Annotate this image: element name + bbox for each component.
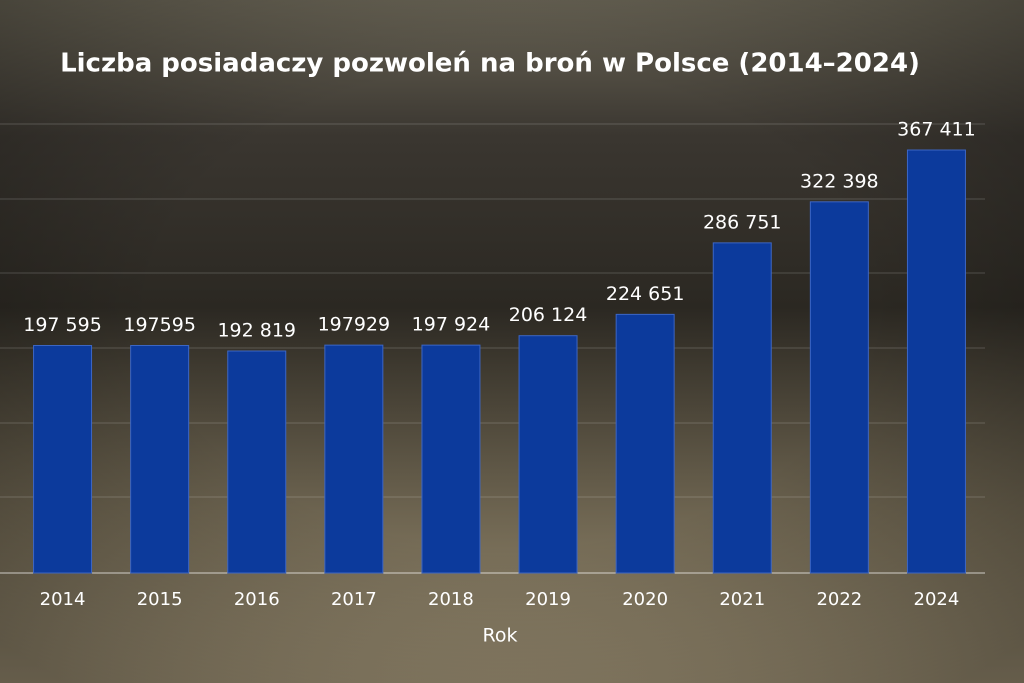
bar (615, 313, 675, 574)
value-label: 197 924 (412, 314, 491, 336)
x-tick-label: 2021 (719, 589, 765, 610)
x-tick-label: 2014 (40, 589, 86, 610)
bar (906, 149, 966, 574)
x-tick-label: 2016 (234, 589, 280, 610)
x-tick-label: 2019 (525, 589, 571, 610)
bar (227, 350, 287, 574)
x-tick-label: 2022 (816, 589, 862, 610)
bar (421, 344, 481, 574)
value-label: 197 595 (23, 314, 102, 336)
value-label: 197929 (318, 314, 391, 336)
x-tick-label: 2017 (331, 589, 377, 610)
x-tick-label: 2024 (914, 589, 960, 610)
value-label: 197595 (123, 314, 196, 336)
bar (324, 344, 384, 574)
bar (809, 201, 869, 574)
bar (33, 345, 93, 574)
bar (518, 335, 578, 574)
value-label: 286 751 (703, 211, 782, 233)
x-tick-label: 2018 (428, 589, 474, 610)
chart-title: Liczba posiadaczy pozwoleń na broń w Pol… (60, 49, 920, 79)
x-axis-label: Rok (483, 625, 518, 647)
value-label: 206 124 (509, 304, 588, 326)
bar (712, 242, 772, 574)
value-label: 367 411 (897, 119, 976, 141)
value-label: 322 398 (800, 170, 879, 192)
x-tick-label: 2015 (137, 589, 183, 610)
value-label: 224 651 (606, 283, 685, 305)
bar (130, 345, 190, 574)
x-tick-label: 2020 (622, 589, 668, 610)
value-label: 192 819 (217, 320, 296, 342)
